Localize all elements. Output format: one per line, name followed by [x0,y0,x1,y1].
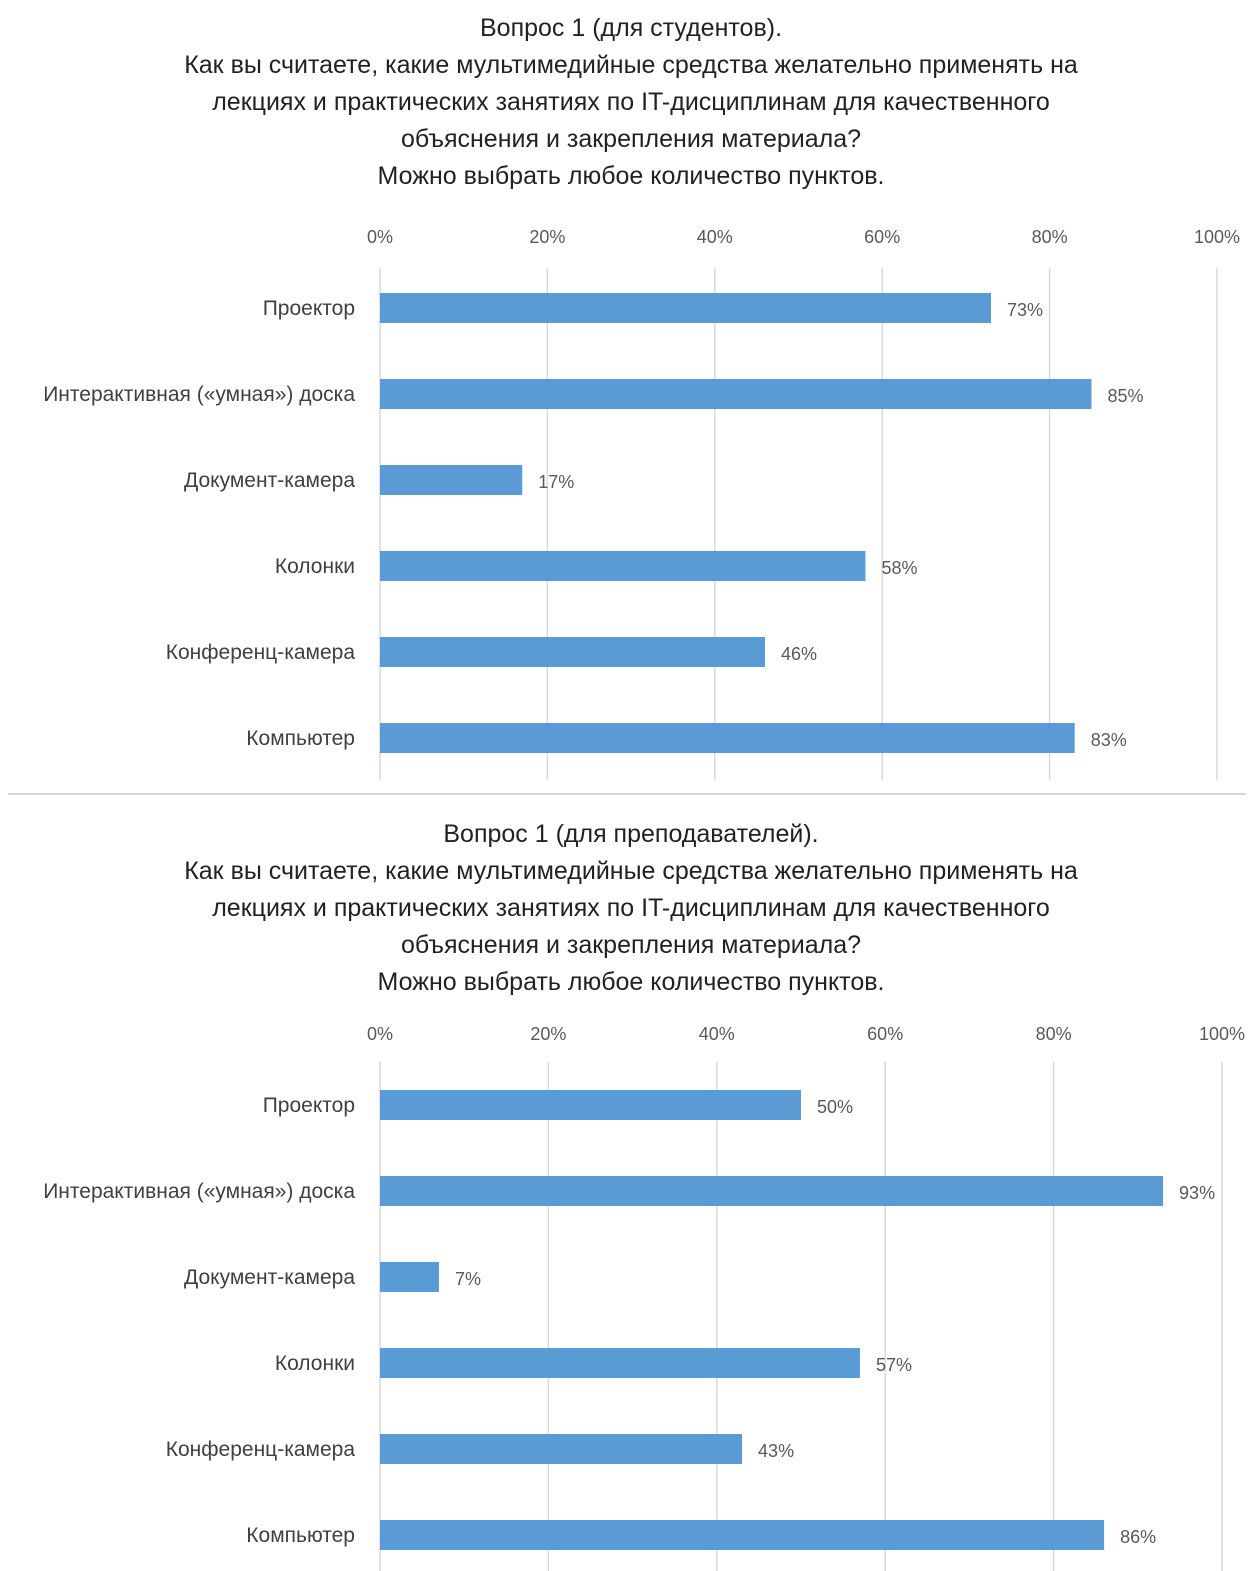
category-label: Проектор [263,297,355,320]
bar [380,1348,860,1378]
category-label: Конференц-камера [166,1438,356,1461]
category-label: Компьютер [246,1524,355,1547]
data-label: 73% [1007,300,1043,320]
title-line: объяснения и закрепления материала? [400,931,862,959]
chart-plot: 0% 20% 40% 60% 80% 100% Проектор 73% Интерактивн… [43,227,1240,780]
x-tick-label: 40% [699,1024,735,1044]
x-tick-label: 60% [867,1024,903,1044]
bar [380,1434,743,1464]
title-line: Как вы считаете, какие мультимедийные ср… [184,857,1078,885]
data-label: 86% [1120,1527,1156,1547]
data-label: 93% [1179,1183,1215,1203]
x-tick-label: 100% [1199,1024,1245,1044]
data-label: 50% [817,1097,853,1117]
title-line: Вопрос 1 (для преподавателей). [443,820,819,848]
title-line: Можно выбрать любое количество пунктов. [377,968,885,996]
x-tick-label: 60% [864,227,900,247]
bar [380,723,1075,753]
chart-title: Вопрос 1 (для студентов). Как вы считает… [0,10,1250,195]
category-label: Колонки [275,555,355,578]
title-line: Как вы считаете, какие мультимедийные ср… [184,51,1078,79]
title-line: Можно выбрать любое количество пунктов. [377,162,885,190]
bar [380,1262,439,1292]
teachers-chart: Вопрос 1 (для преподавателей). Как вы сч… [0,806,1250,1571]
title-line: объяснения и закрепления материала? [400,125,862,153]
x-tick-label: 100% [1194,227,1240,247]
category-label: Документ-камера [184,469,355,492]
category-label: Конференц-камера [166,641,356,664]
data-label: 46% [781,644,817,664]
bar [380,379,1092,409]
bar [380,1090,801,1120]
chart-title: Вопрос 1 (для преподавателей). Как вы сч… [0,816,1250,1001]
category-label: Интерактивная («умная») доска [43,383,355,406]
x-tick-label: 80% [1032,227,1068,247]
category-label: Колонки [275,1352,355,1375]
bar [380,1520,1105,1550]
title-line: лекциях и практических занятиях по IT-ди… [212,88,1050,116]
bar [380,293,992,323]
bar [380,465,523,495]
bar [380,551,866,581]
title-line: Вопрос 1 (для студентов). [479,14,783,42]
data-label: 7% [455,1269,481,1289]
x-tick-label: 80% [1036,1024,1072,1044]
chart-plot: 0% 20% 40% 60% 80% 100% Проектор 50% Интерактивн… [43,1024,1245,1571]
students-chart: Вопрос 1 (для студентов). Как вы считает… [0,10,1250,780]
data-label: 85% [1107,386,1143,406]
chart-separator [8,793,1246,795]
x-tick-label: 40% [697,227,733,247]
bar [380,637,766,667]
data-label: 58% [881,558,917,578]
category-label: Интерактивная («умная») доска [43,1180,355,1203]
data-label: 57% [876,1355,912,1375]
x-tick-label: 0% [367,1024,393,1044]
data-label: 43% [758,1441,794,1461]
data-label: 83% [1091,730,1127,750]
x-tick-label: 20% [529,227,565,247]
title-line: лекциях и практических занятиях по IT-ди… [212,894,1050,922]
category-label: Компьютер [246,727,355,750]
category-label: Документ-камера [184,1266,355,1289]
category-label: Проектор [263,1094,355,1117]
x-tick-label: 20% [530,1024,566,1044]
data-label: 17% [538,472,574,492]
bar [380,1176,1164,1206]
x-tick-label: 0% [367,227,393,247]
